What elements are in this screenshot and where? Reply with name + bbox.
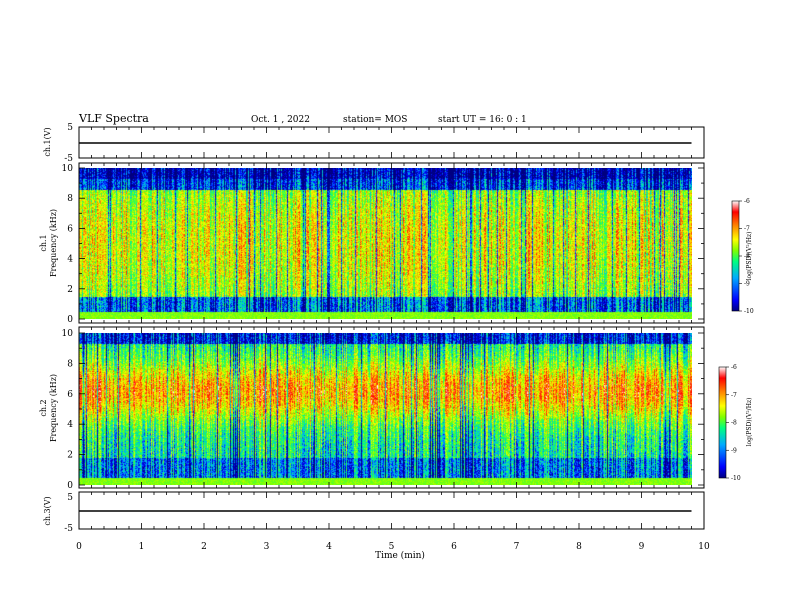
frequency-tick-0: 0 <box>67 315 73 325</box>
colorbar-tick--6: -6 <box>744 198 750 205</box>
frequency-tick-8: 8 <box>67 359 73 369</box>
time-axis-tick-1: 1 <box>139 542 145 552</box>
colorbar-tick--8: -8 <box>744 253 750 260</box>
time-axis-tick-9: 9 <box>639 542 645 552</box>
ch2-colorbar-ticks: -6 -7 -8 -9 -10 <box>726 364 741 482</box>
colorbar-tick--8: -8 <box>731 420 737 427</box>
ch3-voltage-ytick-top: 5 <box>67 493 73 503</box>
ch1-colorbar-label: log(PSD)(V²/Hz) <box>746 232 753 281</box>
time-axis-tick-7: 7 <box>514 542 520 552</box>
frequency-tick-10: 10 <box>62 329 74 339</box>
station-label: station= MOS <box>343 115 407 125</box>
ch3-voltage-panel: 5 -5 ch.3(V) <box>43 491 705 534</box>
start-time-label: start UT = 16: 0 : 1 <box>438 115 527 125</box>
ch1-spectrogram-ylabel-frequency: Frequency (kHz) <box>49 209 58 277</box>
time-axis-tick-labels: 0 1 2 3 4 5 6 7 8 9 10 <box>76 542 710 552</box>
colorbar-tick--10: -10 <box>744 308 754 315</box>
date-label: Oct. 1 , 2022 <box>251 115 310 125</box>
chart-title: VLF Spectra <box>78 112 149 125</box>
ch2-spectrogram-yticks: 0 2 4 6 8 10 <box>62 329 704 491</box>
time-axis-tick-4: 4 <box>326 542 332 552</box>
ch1-colorbar-ticks: -6 -7 -8 -9 -10 <box>739 198 754 315</box>
time-axis-tick-10: 10 <box>698 542 710 552</box>
ch2-colorbar: -6 -7 -8 -9 -10 log(PSD)(V²/Hz) <box>718 364 753 482</box>
time-axis-tick-6: 6 <box>451 542 457 552</box>
ch2-spectrogram-xticks <box>78 327 705 488</box>
time-axis-tick-3: 3 <box>264 542 270 552</box>
frequency-tick-2: 2 <box>67 285 73 295</box>
ch1-spectrogram-yticks: 0 2 4 6 8 10 <box>62 164 704 325</box>
ch1-voltage-ylabel: ch.1(V) <box>43 127 52 156</box>
frequency-tick-10: 10 <box>62 164 74 174</box>
colorbar-tick--9: -9 <box>744 281 750 288</box>
ch1-voltage-panel: 5 -5 ch.1(V) <box>43 123 705 164</box>
time-axis-tick-5: 5 <box>389 542 395 552</box>
frequency-tick-8: 8 <box>67 194 73 204</box>
ch2-colorbar-gradient <box>718 366 727 479</box>
ch1-spectrogram-panel: 0 2 4 6 8 10 ch.1 Frequency (kHz) <box>39 162 705 325</box>
time-axis-tick-2: 2 <box>201 542 207 552</box>
colorbar-tick--7: -7 <box>731 392 737 399</box>
frequency-tick-4: 4 <box>67 420 73 430</box>
ch2-spectrogram-image <box>79 333 692 485</box>
ch1-voltage-ytick-top: 5 <box>67 123 73 133</box>
ch2-spectrogram-ylabel-frequency: Frequency (kHz) <box>49 374 58 442</box>
ch1-colorbar: -6 -7 -8 -9 -10 log(PSD)(V²/Hz) <box>731 198 754 315</box>
ch1-voltage-xticks <box>78 127 705 158</box>
time-axis-tick-8: 8 <box>576 542 582 552</box>
colorbar-tick--9: -9 <box>731 447 737 454</box>
ch3-voltage-ytick-bottom: -5 <box>64 524 73 534</box>
ch1-voltage-ytick-bottom: -5 <box>64 154 73 164</box>
frequency-tick-4: 4 <box>67 255 73 265</box>
frequency-tick-6: 6 <box>67 390 73 400</box>
ch1-spectrogram-ylabel-channel: ch.1 <box>39 234 48 251</box>
colorbar-tick--6: -6 <box>731 364 737 371</box>
ch3-voltage-ylabel: ch.3(V) <box>43 496 52 525</box>
ch1-spectrogram-image <box>79 168 692 319</box>
colorbar-tick--10: -10 <box>731 475 741 482</box>
colorbar-tick--7: -7 <box>744 226 750 233</box>
frequency-tick-6: 6 <box>67 224 73 234</box>
time-axis-label: Time (min) <box>375 550 425 561</box>
frequency-tick-0: 0 <box>67 481 73 491</box>
time-axis-tick-0: 0 <box>76 542 82 552</box>
ch1-spectrogram-xticks <box>78 163 705 323</box>
ch3-voltage-xticks <box>78 492 705 529</box>
ch2-spectrogram-panel: 0 2 4 6 8 10 ch.2 Frequency (kHz) <box>39 326 705 491</box>
ch2-colorbar-label: log(PSD)(V²/Hz) <box>746 398 753 447</box>
ch1-colorbar-gradient <box>731 200 740 312</box>
ch2-spectrogram-ylabel-channel: ch.2 <box>39 399 48 416</box>
frequency-tick-2: 2 <box>67 451 73 461</box>
